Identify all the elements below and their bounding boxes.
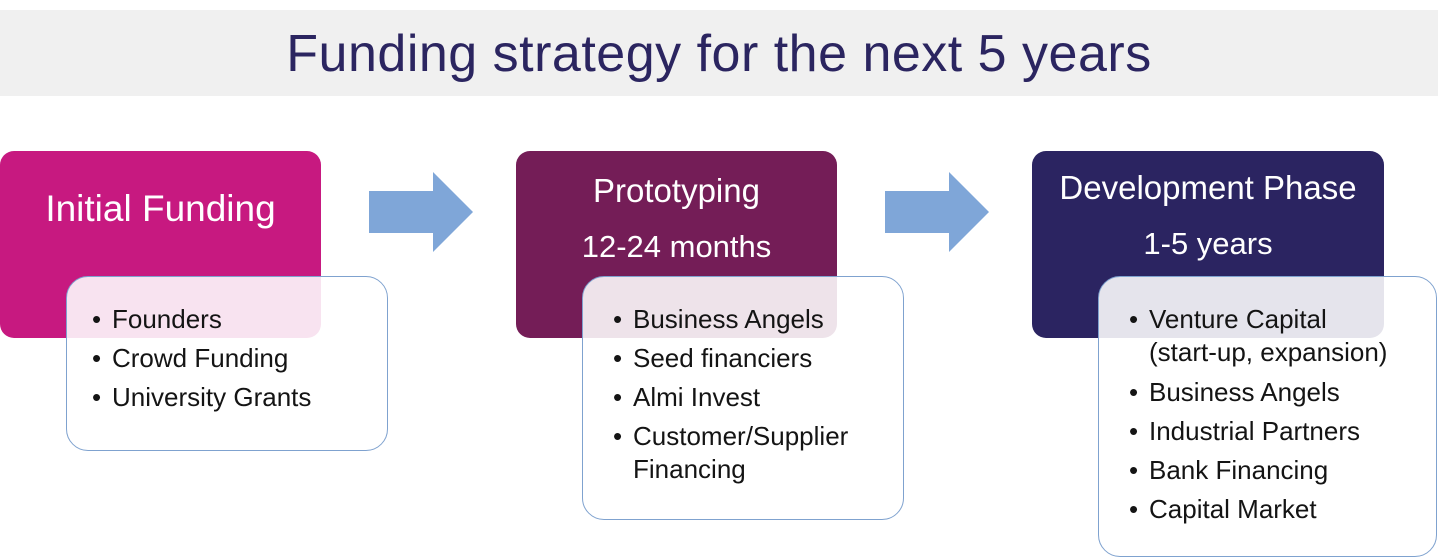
funding-sources-development: • Venture Capital (start-up, expansion) •… [1098, 276, 1437, 557]
phase-title: Development Phase [1059, 169, 1357, 206]
phase-duration: 1-5 years [1143, 226, 1273, 261]
funding-sources-initial: • Founders • Crowd Funding • University Gra… [66, 276, 388, 451]
bullet-icon: • [1129, 377, 1139, 407]
funding-source-list: • Business Angels • Seed financiers • Almi … [583, 277, 903, 486]
funding-source-item: • Business Angels [613, 303, 903, 335]
bullet-icon: • [613, 343, 623, 373]
bullet-icon: • [1129, 304, 1139, 334]
funding-source-item: • Business Angels [1129, 376, 1436, 408]
funding-source-item: • Customer/Supplier Financing [613, 420, 903, 486]
funding-source-text: Customer/Supplier Financing [633, 421, 849, 484]
funding-source-text: Bank Financing [1149, 455, 1329, 485]
title-bar: Funding strategy for the next 5 years [0, 10, 1438, 96]
funding-source-text: Business Angels [1149, 377, 1340, 407]
funding-source-text: Seed financiers [633, 343, 813, 373]
bullet-icon: • [92, 304, 102, 334]
bullet-icon: • [92, 382, 102, 412]
bullet-icon: • [1129, 494, 1139, 524]
bullet-icon: • [92, 343, 102, 373]
phase-title: Prototyping [593, 172, 760, 209]
bullet-icon: • [613, 382, 623, 412]
funding-source-text: Venture Capital (start-up, expansion) [1149, 304, 1388, 367]
funding-source-item: • Crowd Funding [92, 342, 387, 374]
funding-source-item: • Almi Invest [613, 381, 903, 413]
funding-source-item: • Capital Market [1129, 493, 1436, 525]
funding-source-text: Capital Market [1149, 494, 1317, 524]
bullet-icon: • [613, 421, 623, 451]
funding-source-text: Founders [112, 304, 222, 334]
page-title: Funding strategy for the next 5 years [286, 25, 1152, 83]
funding-source-item: • Founders [92, 303, 387, 335]
bullet-icon: • [613, 304, 623, 334]
funding-source-list: • Founders • Crowd Funding • University Gra… [67, 277, 387, 413]
right-arrow-icon [369, 172, 473, 252]
phase-duration: 12-24 months [581, 229, 772, 264]
funding-source-item: • Bank Financing [1129, 454, 1436, 486]
funding-source-list: • Venture Capital (start-up, expansion) •… [1099, 277, 1436, 525]
bullet-icon: • [1129, 416, 1139, 446]
funding-source-item: • University Grants [92, 381, 387, 413]
funding-source-text: Almi Invest [633, 382, 761, 412]
funding-source-item: • Seed financiers [613, 342, 903, 374]
funding-source-text: University Grants [112, 382, 312, 412]
funding-source-text: Industrial Partners [1149, 416, 1360, 446]
funding-source-text: Business Angels [633, 304, 824, 334]
funding-source-text: Crowd Funding [112, 343, 289, 373]
right-arrow-icon [885, 172, 989, 252]
phase-title: Initial Funding [45, 188, 276, 229]
funding-source-item: • Industrial Partners [1129, 415, 1436, 447]
bullet-icon: • [1129, 455, 1139, 485]
funding-sources-prototyping: • Business Angels • Seed financiers • Almi … [582, 276, 904, 520]
funding-source-item: • Venture Capital (start-up, expansion) [1129, 303, 1436, 369]
